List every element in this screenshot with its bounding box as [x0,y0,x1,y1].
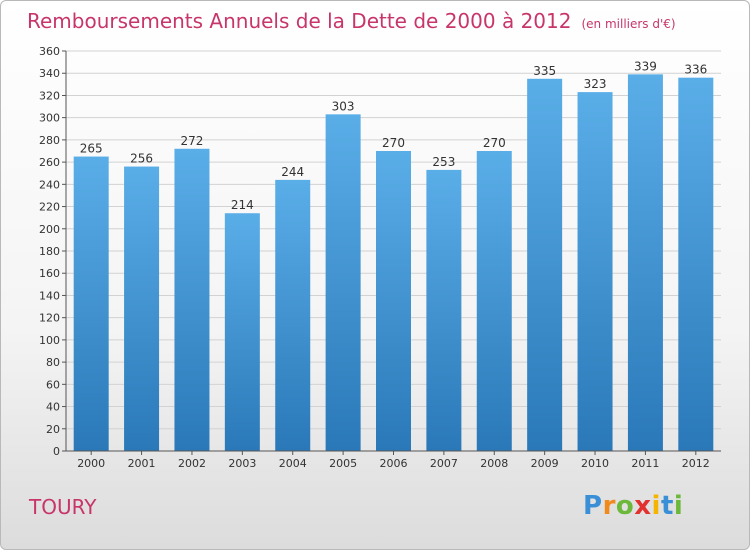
data-label-2012: 336 [684,63,707,77]
bar-2010 [577,92,613,451]
y-tick-label: 160 [39,267,60,280]
town-name: TOURY [29,495,97,519]
bar-2006 [376,151,411,451]
data-label-2000: 265 [80,142,103,156]
y-tick-label: 0 [53,445,60,458]
chart-title: Remboursements Annuels de la Dette de 20… [27,9,676,33]
y-tick-label: 120 [39,312,60,325]
logo-letter: i [651,491,661,521]
x-tick-label: 2006 [380,457,408,470]
data-label-2007: 253 [432,155,455,169]
y-tick-label: 280 [39,134,60,147]
logo-letter: x [634,491,652,521]
bar-2004 [275,179,311,451]
logo-letter: r [602,491,616,521]
axes: 0 20 40 60 80 100 120 140 160 180 200 220 240 260 280 3… [39,45,721,470]
x-tick-label: 2000 [77,457,105,470]
y-tick-label: 360 [39,45,60,58]
y-tick-label: 240 [39,178,60,191]
data-label-2006: 270 [382,136,405,150]
data-label-2009: 335 [533,64,556,78]
bar-2001 [124,166,160,452]
y-tick-label: 260 [39,156,60,169]
data-label-2005: 303 [332,99,355,113]
bar-2003 [224,213,260,451]
y-tick-label: 200 [39,223,60,236]
data-label-2001: 256 [130,152,153,166]
x-tick-label: 2002 [178,457,206,470]
logo-letter: o [615,491,635,521]
x-tick-label: 2007 [430,457,458,470]
bar-2009 [527,78,563,452]
data-label-2003: 214 [231,198,254,212]
y-tick-label: 220 [39,201,60,214]
bars: 265 256 272 214 244 303 270 253 270 335 323 339 336 [73,59,714,452]
logo-letter: P [583,491,603,521]
y-tick-label: 80 [46,356,60,369]
y-tick-label: 100 [39,334,60,347]
y-tick-label: 140 [39,289,60,302]
x-tick-label: 2004 [279,457,307,470]
bar-2000 [73,156,109,452]
proxiti-logo: Proxiti [583,491,683,521]
x-tick-label: 2009 [531,457,559,470]
data-label-2008: 270 [483,136,506,150]
logo-letter: i [673,491,684,521]
bar-2011 [627,74,663,451]
data-label-2011: 339 [634,59,657,73]
x-tick-label: 2011 [631,457,659,470]
y-tick-label: 320 [39,89,60,102]
x-tick-label: 2001 [128,457,156,470]
logo-letter: t [660,491,674,521]
y-tick-label: 40 [46,401,60,414]
data-label-2004: 244 [281,165,304,179]
x-tick-label: 2010 [581,457,609,470]
y-tick-label: 300 [39,112,60,125]
bar-2012 [678,77,714,452]
bar-2007 [426,169,462,451]
y-tick-label: 340 [39,67,60,80]
bar-2002 [174,148,210,451]
bar-2005 [325,114,361,451]
y-tick-label: 20 [46,423,60,436]
data-label-2002: 272 [181,134,204,148]
x-tick-label: 2008 [480,457,508,470]
chart-title-text: Remboursements Annuels de la Dette de 20… [27,9,572,33]
x-tick-label: 2005 [329,457,357,470]
bar-2008 [476,151,512,451]
y-tick-label: 60 [46,378,60,391]
data-label-2010: 323 [584,77,607,91]
unit-note: (en milliers d'€) [581,17,676,31]
x-tick-label: 2012 [682,457,710,470]
y-tick-label: 180 [39,245,60,258]
x-tick-label: 2003 [228,457,256,470]
